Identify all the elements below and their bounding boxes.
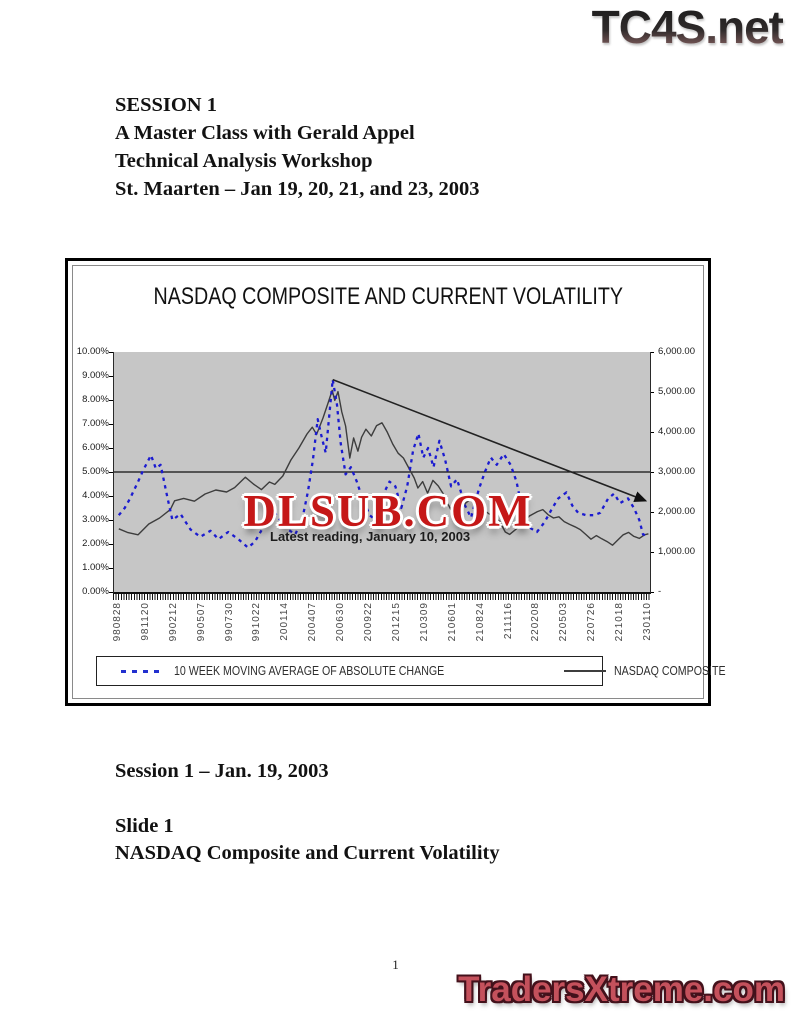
x-axis-tick-label: 200630 [335,602,347,642]
x-axis-tick-label: 201215 [390,602,402,642]
x-axis-tick-label: 211116 [502,602,514,640]
header-line-masterclass: A Master Class with Gerald Appel [115,122,415,144]
session-date-line: Session 1 – Jan. 19, 2003 [115,760,329,782]
left-axis-tick-label: 3.00% [82,514,109,525]
left-axis-tick-label: 9.00% [82,370,109,381]
left-axis-tick-label: 10.00% [76,346,109,357]
chart-canvas [114,378,650,549]
header-line-workshop: Technical Analysis Workshop [115,150,373,172]
chart-title-row: NASDAQ COMPOSITE AND CURRENT VOLATILITY [68,283,708,311]
left-axis-tick-label: 5.00% [82,466,109,477]
x-axis-tick-label: 210309 [418,602,430,642]
chart-figure: NASDAQ COMPOSITE AND CURRENT VOLATILITY … [65,258,725,706]
left-axis-tick-label: 2.00% [82,538,109,549]
x-axis-tick-label: 990730 [223,602,235,642]
x-axis-tick-label: 990507 [195,602,207,642]
x-axis-tick-label: 990212 [167,602,179,642]
header-line-location-dates: St. Maarten – Jan 19, 20, 21, and 23, 20… [115,178,480,200]
x-axis-tick-label: 220208 [530,602,542,642]
left-axis-ticks [109,352,113,593]
legend-label-nasdaq: NASDAQ COMPOSITE [613,664,726,678]
left-axis-tick-label: 7.00% [82,418,109,429]
header-line-session: SESSION 1 [115,94,217,116]
x-axis-tick-label: 230110 [642,602,653,641]
left-axis-tick-label: 8.00% [82,394,109,405]
plot-area [113,352,651,594]
left-axis-tick-label: 1.00% [82,562,109,573]
right-axis-tick-label: 3,000.00 [658,466,695,477]
right-axis-tick-label: 5,000.00 [658,386,695,397]
left-axis-tick-label: 4.00% [82,490,109,501]
latest-reading-annotation: Latest reading, January 10, 2003 [270,529,471,544]
x-axis-tick-label: 210824 [474,602,486,642]
legend-item-volatility: 10 WEEK MOVING AVERAGE OF ABSOLUTE CHANG… [121,664,492,678]
x-axis-tick-label: 221018 [614,602,626,642]
chart-title: NASDAQ COMPOSITE AND CURRENT VOLATILITY [153,283,623,310]
watermark-dlsub: DLSUB.COM [243,486,533,536]
right-axis-tick-label: 4,000.00 [658,426,695,437]
right-axis-ticks [650,352,654,593]
tradersxtreme-logo: TradersXtreme.com [458,970,785,1009]
x-axis-tick-label: 200114 [279,602,291,641]
legend-dotted-line-sample [121,669,165,673]
right-axis-tick-label: 6,000.00 [658,346,695,357]
slide-label: Slide 1 [115,815,174,837]
left-axis-tick-label: 6.00% [82,442,109,453]
slide-title: NASDAQ Composite and Current Volatility [115,842,500,864]
x-axis-tick-label: 200407 [307,602,319,642]
x-axis-tick-label: 210601 [446,602,458,642]
page-number: 1 [392,957,399,972]
x-axis-tick-label: 981120 [139,602,151,641]
x-axis-tick-label: 991022 [251,602,263,642]
legend-item-nasdaq: NASDAQ COMPOSITE [563,664,745,678]
legend-solid-line-sample [563,670,606,672]
x-axis-tick-label: 200922 [363,602,375,642]
left-axis-tick-label: 0.00% [82,586,109,597]
x-axis-tick-label: 980828 [112,602,123,642]
legend-label-volatility: 10 WEEK MOVING AVERAGE OF ABSOLUTE CHANG… [174,664,445,678]
right-axis-tick-label: 2,000.00 [658,506,695,517]
x-axis-ticks [113,594,650,600]
x-axis-tick-label: 220726 [586,602,598,642]
right-axis-tick-label: - [658,586,662,597]
tc4s-logo: TC4S.net [591,1,784,53]
chart-legend: 10 WEEK MOVING AVERAGE OF ABSOLUTE CHANG… [96,656,725,686]
right-axis-tick-label: 1,000.00 [658,546,695,557]
header-block: SESSION 1 A Master Class with Gerald App… [115,91,479,203]
x-axis-tick-label: 220503 [558,602,570,642]
